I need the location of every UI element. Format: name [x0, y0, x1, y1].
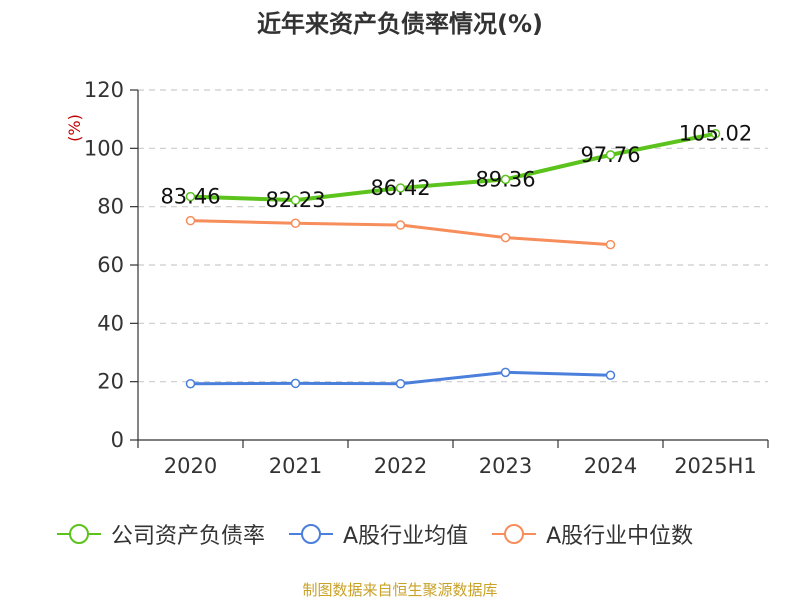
data-point [500, 232, 511, 243]
y-tick-label: 20 [97, 370, 124, 394]
data-point [290, 195, 301, 205]
y-tick-label: 40 [97, 311, 124, 335]
legend-label: A股行业均值 [343, 524, 469, 549]
data-label: 82.23 [265, 188, 325, 212]
data-label: 105.02 [679, 122, 752, 146]
axes: 0 20 40 60 80 100 120 2020 2021 2022 2023 2024 2025H… [84, 78, 769, 478]
data-point [395, 183, 406, 193]
data-point [500, 174, 511, 185]
data-point [185, 215, 196, 226]
x-tick-label: 2025H1 [674, 454, 757, 478]
gridlines [138, 89, 768, 383]
data-point [605, 150, 616, 160]
data-point [605, 370, 616, 380]
y-tick-label: 0 [111, 428, 124, 452]
data-label: 89.36 [475, 167, 535, 191]
data-point [185, 191, 196, 202]
legend-item-company-ratio[interactable]: 公司资产负债率 [55, 518, 265, 550]
data-label: 86.42 [370, 176, 430, 200]
source-note: 制图数据来自恒生聚源数据库 [302, 581, 498, 599]
legend-line-marker-icon [492, 524, 537, 544]
data-point [290, 218, 301, 229]
legend: 公司资产负债率 A股行业均值 A股行业中位数 [55, 518, 715, 550]
y-tick-label: 60 [97, 253, 124, 277]
data-point [395, 378, 406, 389]
y-tick-label: 100 [84, 136, 124, 160]
x-tick-label: 2022 [374, 454, 427, 478]
y-tick-label: 80 [97, 195, 124, 219]
x-tick-label: 2021 [269, 454, 322, 478]
data-point [290, 378, 301, 389]
data-point [605, 239, 616, 250]
y-axis-unit-label: (%) [65, 114, 84, 142]
legend-label: A股行业中位数 [546, 524, 694, 549]
y-tick-label: 120 [84, 78, 124, 102]
data-labels: 83.46 82.23 86.42 89.36 97.76 105.02 [160, 122, 752, 212]
series [185, 128, 721, 389]
x-tick-label: 2024 [584, 454, 637, 478]
data-point [500, 367, 511, 378]
x-tick-label: 2023 [479, 454, 532, 478]
data-point [710, 128, 721, 139]
legend-line-marker-icon [57, 524, 101, 544]
legend-item-industry-mean[interactable]: A股行业均值 [287, 518, 468, 550]
data-point [185, 378, 196, 389]
legend-label: 公司资产负债率 [111, 524, 266, 549]
x-tick-label: 2020 [164, 454, 217, 478]
series-line [188, 131, 718, 203]
legend-line-marker-icon [289, 524, 334, 544]
data-point [395, 220, 406, 230]
data-label: 97.76 [580, 143, 640, 167]
data-label: 83.46 [160, 185, 220, 209]
chart-title: 近年来资产负债率情况(%) [257, 10, 543, 38]
legend-item-industry-median[interactable]: A股行业中位数 [490, 518, 693, 550]
